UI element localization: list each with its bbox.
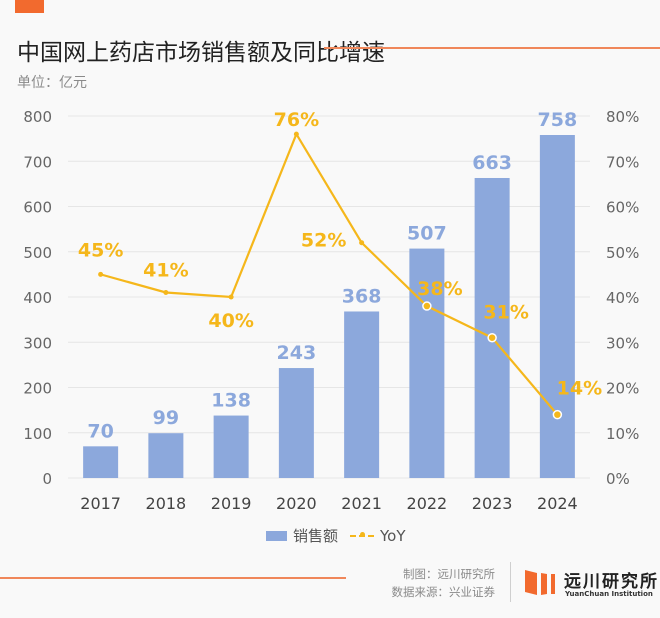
- y-tick-label: 400: [23, 289, 52, 307]
- y2-tick-label: 10%: [606, 425, 639, 443]
- y-tick-label: 200: [23, 380, 52, 398]
- bar-value-label: 368: [342, 285, 382, 307]
- credit-chart: 制图：远川研究所: [403, 567, 495, 581]
- yoy-value-label: 40%: [208, 310, 253, 332]
- y2-tick-label: 40%: [606, 289, 639, 307]
- footer-divider: [510, 562, 511, 602]
- legend-bar-label: 销售额: [293, 527, 339, 545]
- credits: 制图：远川研究所 数据来源：兴业证券: [392, 565, 496, 601]
- bar: [474, 177, 510, 478]
- yoy-value-label: 45%: [78, 239, 123, 261]
- chart-title: 中国网上药店市场销售额及同比增速: [17, 40, 385, 66]
- bar: [409, 248, 445, 478]
- yoy-point: [293, 131, 299, 137]
- logo-subtext: YuanChuan Institution: [565, 590, 653, 598]
- yoy-value-label: 14%: [557, 378, 602, 400]
- x-tick-label: 2024: [537, 494, 578, 513]
- bar: [344, 311, 380, 478]
- y2-tick-label: 50%: [606, 244, 639, 262]
- yoy-point: [98, 271, 104, 277]
- yoy-point: [422, 301, 432, 311]
- yoy-line: [100, 131, 559, 416]
- unit-label: 单位：亿元: [17, 75, 87, 91]
- yoy-point: [359, 240, 365, 246]
- y-tick-label: 0: [42, 470, 52, 488]
- bar: [278, 368, 314, 478]
- line-labels: 45% 41% 40% 76% 52% 38% 31% 14%: [78, 109, 602, 400]
- yoy-point: [552, 409, 563, 420]
- y-tick-label: 800: [23, 108, 52, 126]
- y-tick-label: 700: [23, 153, 52, 171]
- bar-labels: 70 99 138 243 368 507 663 758: [87, 109, 577, 442]
- y-axis-left: 0 100 200 300 400 500 600 700 800: [23, 108, 52, 488]
- bar-value-label: 758: [538, 109, 578, 131]
- yoy-point: [487, 332, 497, 343]
- x-tick-label: 2017: [80, 494, 121, 513]
- bar-value-label: 70: [87, 420, 113, 442]
- y2-tick-label: 70%: [606, 153, 639, 171]
- x-tick-label: 2021: [341, 494, 382, 513]
- y-tick-label: 100: [23, 425, 52, 443]
- bar: [213, 415, 249, 478]
- yoy-point: [163, 289, 169, 295]
- x-axis: 2017 2018 2019 2020 2021 2022 2023 2024: [80, 494, 577, 513]
- credit-source: 数据来源：兴业证券: [391, 585, 496, 599]
- y-tick-label: 600: [23, 199, 52, 217]
- y-tick-label: 500: [23, 244, 52, 262]
- x-tick-label: 2023: [472, 494, 513, 513]
- x-tick-label: 2019: [211, 494, 252, 513]
- y2-tick-label: 80%: [606, 108, 639, 126]
- legend: 销售额 YoY: [266, 525, 406, 546]
- bar-value-label: 138: [211, 390, 251, 412]
- yoy-value-label: 41%: [143, 259, 188, 281]
- x-tick-label: 2022: [407, 494, 448, 513]
- title-rule: [324, 47, 660, 49]
- bar-series: [83, 135, 575, 478]
- yoy-point: [228, 294, 234, 300]
- bar-value-label: 243: [277, 342, 317, 364]
- line-series: [98, 131, 563, 420]
- y2-tick-label: 0%: [606, 470, 630, 488]
- bar: [148, 433, 184, 478]
- legend-line-label: YoY: [380, 526, 406, 545]
- y-tick-label: 300: [23, 334, 52, 352]
- legend-bar-swatch: [266, 530, 287, 541]
- x-tick-label: 2020: [276, 494, 317, 513]
- bar-value-label: 663: [472, 152, 512, 174]
- bar-value-label: 99: [153, 407, 179, 429]
- legend-line-swatch: [350, 531, 375, 537]
- yoy-value-label: 38%: [417, 278, 462, 300]
- y2-tick-label: 60%: [606, 199, 639, 217]
- x-tick-label: 2018: [146, 494, 187, 513]
- accent-block: [15, 0, 44, 13]
- y-axis-right: 0% 10% 20% 30% 40% 50% 60% 70% 80%: [606, 108, 639, 488]
- bar: [83, 446, 119, 478]
- yoy-value-label: 76%: [274, 109, 319, 131]
- y2-tick-label: 30%: [606, 334, 639, 352]
- yoy-value-label: 52%: [301, 230, 346, 252]
- bar: [539, 135, 575, 478]
- logo-text: 远川研究所: [564, 572, 659, 592]
- yoy-value-label: 31%: [483, 302, 528, 324]
- logo-mark-icon: [525, 570, 555, 595]
- y2-tick-label: 20%: [606, 380, 639, 398]
- bottom-rule: [0, 577, 346, 579]
- bar-value-label: 507: [407, 223, 447, 245]
